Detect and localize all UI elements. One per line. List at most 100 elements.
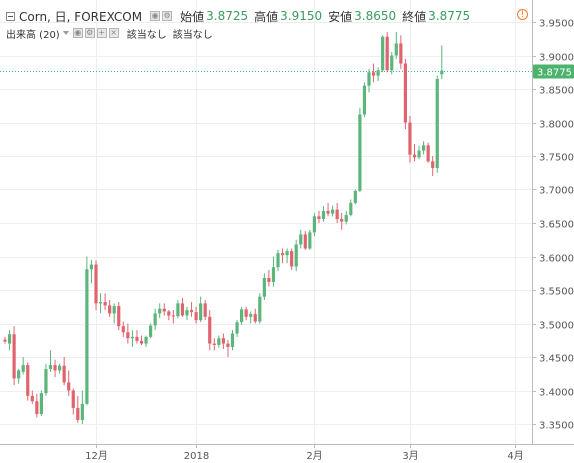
candle-body-up [185, 310, 189, 316]
candle-body-up [98, 302, 103, 304]
candle-body-up [199, 303, 203, 321]
candle-body-down [67, 382, 71, 391]
legend-header: Corn, 日, FOREXCOM ◉ ⚙ 始値 3.8725 高値 3.915… [0, 0, 574, 44]
candle-body-down [385, 36, 389, 71]
close-icon[interactable]: × [108, 28, 119, 38]
candle-body-down [94, 264, 98, 304]
add-icon[interactable]: + [96, 28, 107, 38]
low-label: 安値 [328, 9, 353, 24]
candle-body-down [412, 154, 417, 158]
candle-body-up [89, 264, 94, 270]
volume-value: 該当なし [126, 29, 167, 41]
candle-body-down [194, 312, 198, 321]
candle-body-up [294, 244, 298, 267]
chevron-down-icon[interactable] [62, 31, 69, 35]
candle-body-down [431, 161, 435, 169]
last-price-value: 3.8775 [537, 68, 572, 79]
candle-body-up [144, 336, 148, 344]
candle-body-down [12, 334, 16, 379]
candle-body-up [44, 369, 48, 394]
candle-body-up [276, 253, 280, 268]
close-value: 3.8775 [428, 9, 471, 23]
candle-body-up [21, 365, 25, 372]
candle-body-down [399, 43, 403, 64]
candle-body-down [35, 401, 39, 414]
candle-body-down [189, 310, 194, 313]
settings-icon[interactable]: ⚙ [162, 11, 173, 21]
candle-body-up [381, 36, 385, 71]
candle-body-up [153, 313, 157, 326]
candle-body-up [39, 393, 43, 414]
candle-body-down [3, 339, 7, 342]
candle-body-up [440, 70, 444, 75]
candle-body-down [335, 209, 339, 219]
high-value: 3.9150 [280, 9, 323, 23]
candle-body-up [344, 214, 348, 222]
candle-body-down [317, 216, 321, 219]
candle-body-up [390, 55, 394, 71]
candle-body-up [240, 309, 244, 323]
candle-body-down [267, 277, 271, 282]
warning-icon[interactable]: ! [517, 9, 528, 20]
candle-body-up [394, 43, 398, 56]
candle-body-up [349, 202, 353, 215]
candle-body-up [367, 72, 371, 86]
close-label: 終値 [402, 9, 427, 24]
candle-body-up [217, 338, 221, 345]
candle-body-down [340, 218, 344, 222]
candle-body-up [312, 216, 316, 233]
candle-body-down [226, 343, 230, 347]
candle-body-up [149, 325, 153, 337]
x-tick-label: 2月 [306, 450, 322, 462]
candle-body-down [117, 306, 121, 327]
candle-body-down [26, 365, 30, 396]
collapse-icon[interactable] [6, 11, 15, 21]
y-tick-label: 3.8500 [539, 86, 574, 97]
eye-icon[interactable]: ◉ [72, 28, 83, 38]
volume-label[interactable]: 出来高 (20) [6, 29, 60, 41]
y-tick-label: 3.5500 [539, 287, 574, 298]
y-tick-label: 3.6000 [539, 254, 574, 265]
candle-body-down [30, 395, 34, 402]
candle-body-down [303, 234, 307, 249]
candle-body-up [230, 333, 235, 347]
candle-body-down [203, 303, 207, 317]
settings-icon[interactable]: ⚙ [84, 28, 95, 38]
candle-body-down [371, 72, 376, 76]
symbol-title[interactable]: Corn, 日, FOREXCOM [19, 9, 143, 24]
y-tick-label: 3.8000 [539, 120, 574, 131]
candle-body-down [426, 145, 430, 162]
candle-body-up [262, 277, 266, 297]
candle-body-up [285, 251, 289, 256]
candle-body-up [7, 334, 12, 344]
y-tick-label: 3.9000 [539, 53, 574, 64]
candle-body-up [48, 365, 53, 370]
open-value: 3.8725 [206, 9, 249, 23]
candle-body-up [176, 303, 180, 317]
candle-body-down [126, 332, 130, 339]
candle-body-up [321, 210, 326, 219]
x-tick-label: 3月 [402, 450, 418, 462]
candle-body-up [17, 370, 21, 379]
candle-body-down [280, 253, 285, 256]
candle-body-up [299, 234, 303, 245]
y-tick-label: 3.4000 [539, 388, 574, 399]
eye-icon[interactable]: ◉ [150, 11, 161, 21]
candle-body-down [71, 390, 75, 408]
candle-body-up [249, 314, 253, 317]
candle-body-up [58, 365, 62, 371]
candle-body-up [353, 190, 357, 203]
candle-body-up [417, 150, 421, 158]
candle-body-up [376, 70, 380, 76]
y-tick-label: 3.5000 [539, 321, 574, 332]
candle-body-up [362, 85, 367, 115]
x-tick-label: 4月 [507, 450, 523, 462]
low-value: 3.8650 [354, 9, 397, 23]
open-label: 始値 [180, 9, 205, 24]
y-tick-label: 3.7500 [539, 153, 574, 164]
candle-body-down [162, 308, 166, 312]
candle-body-down [103, 302, 107, 306]
candle-body-up [435, 78, 439, 169]
